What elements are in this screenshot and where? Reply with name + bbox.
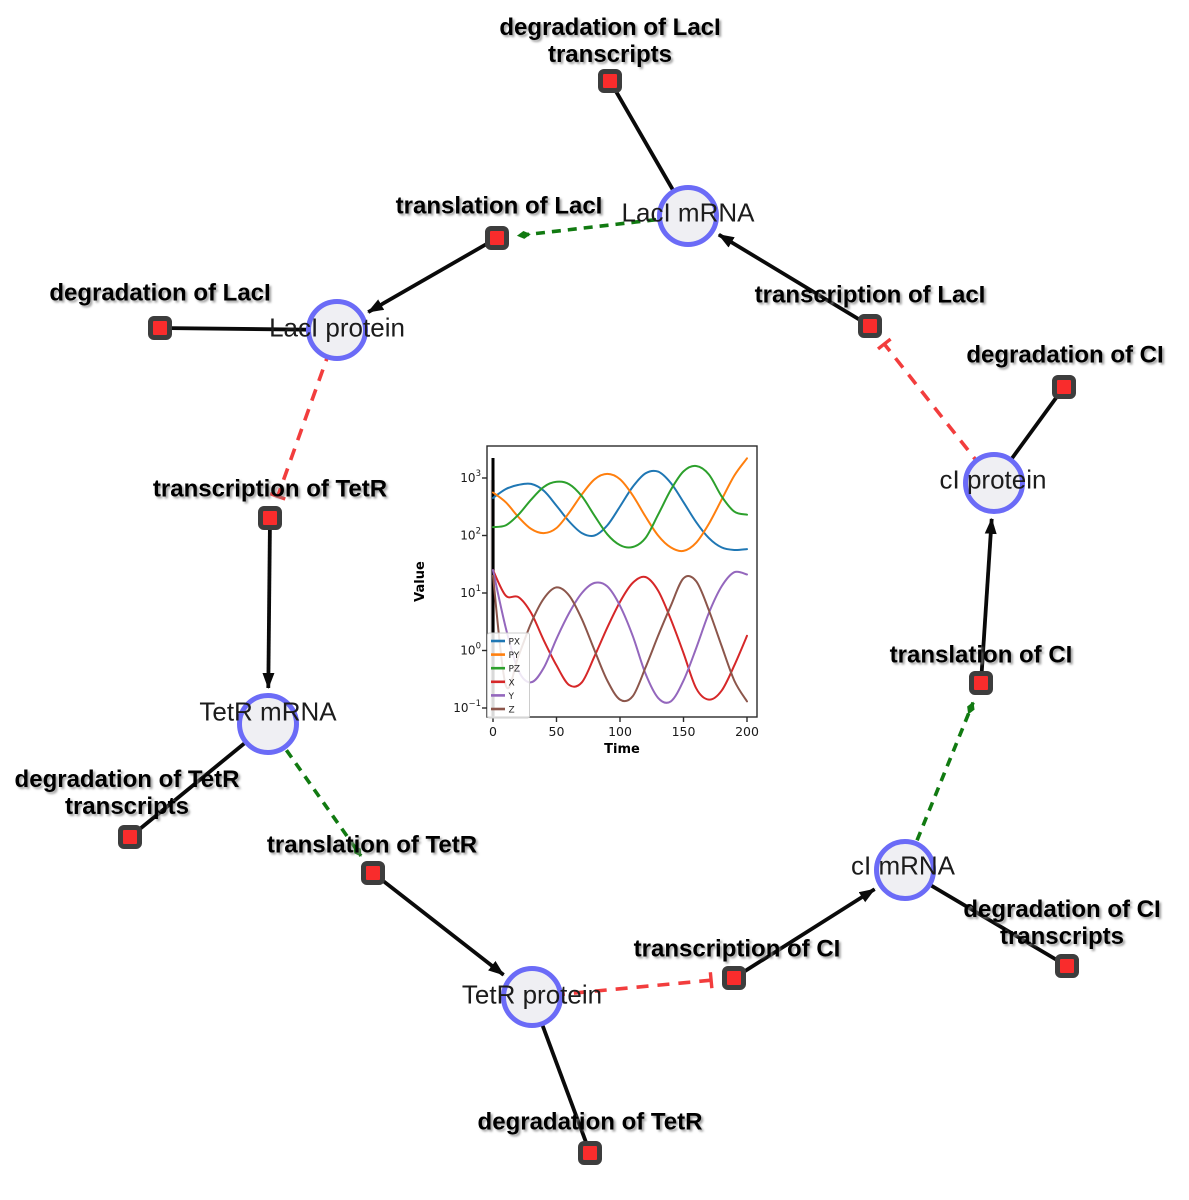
reaction-node-trans_laci[interactable] xyxy=(485,226,509,250)
reaction-node-transcr_ci[interactable] xyxy=(722,966,746,990)
reaction-label-deg_laci: degradation of LacI xyxy=(49,279,271,307)
species-label-laci_mrna: LacI mRNA xyxy=(621,197,755,228)
x-tick-label: 50 xyxy=(549,724,565,739)
reaction-node-transcr_laci[interactable] xyxy=(858,314,882,338)
edge-production-trans_ci-ci_protein xyxy=(979,517,997,684)
chart-legend: PX PY PZ XYZ xyxy=(487,632,530,719)
reaction-label-trans_tetr: translation of TetR xyxy=(266,831,478,859)
y-tick-label: 103 xyxy=(460,469,481,485)
reaction-node-trans_tetr[interactable] xyxy=(361,861,385,885)
series-line-px xyxy=(492,469,748,552)
series-line-z xyxy=(492,574,748,703)
y-tick-label: 100 xyxy=(460,642,481,658)
reaction-label-trans_ci: translation of CI xyxy=(889,641,1073,669)
species-label-laci_protein: LacI protein xyxy=(269,312,405,343)
simulation-plot: 0 50 100 150 200 103 102 101 100 10−1 Time Value PX P… xyxy=(410,430,782,778)
y-tick-label: 101 xyxy=(460,584,481,600)
species-label-tetr_mrna: TetR mRNA xyxy=(199,696,337,727)
series-line-pz xyxy=(492,464,748,549)
legend-label-z: Z xyxy=(509,706,515,716)
species-node-laci_protein[interactable] xyxy=(306,299,368,361)
species-node-tetr_mrna[interactable] xyxy=(237,693,299,755)
series-line-py xyxy=(492,457,748,553)
legend-label-pz: PZ xyxy=(509,665,521,675)
species-label-ci_mrna: cI mRNA xyxy=(851,850,955,881)
edge-modifier-ci_mrna-trans_ci xyxy=(903,701,975,871)
legend-label-x: X xyxy=(509,678,515,688)
species-node-ci_protein[interactable] xyxy=(963,452,1025,514)
reaction-label-transcr_tetr: transcription of TetR xyxy=(152,475,388,503)
x-tick-label: 100 xyxy=(608,724,632,739)
reaction-node-deg_laci_tx[interactable] xyxy=(598,69,622,93)
legend-label-px: PX xyxy=(509,638,521,648)
edge-production-transcr_laci-laci_mrna xyxy=(717,232,871,328)
y-axis-label: Value xyxy=(413,561,428,602)
species-node-tetr_protein[interactable] xyxy=(501,966,563,1028)
reaction-node-deg_tetr_tx[interactable] xyxy=(118,825,142,849)
reaction-label-deg_tetr: degradation of TetR xyxy=(477,1108,703,1136)
reaction-label-trans_laci: translation of LacI xyxy=(395,192,603,220)
legend-label-y: Y xyxy=(508,692,515,702)
edge-production-trans_tetr-tetr_protein xyxy=(371,871,505,977)
edge-production-transcr_tetr-tetr_mrna xyxy=(262,517,275,689)
x-tick-label: 200 xyxy=(735,724,759,739)
edge-modifier-laci_mrna-trans_laci xyxy=(516,214,689,239)
axes-frame xyxy=(486,445,758,718)
x-tick-label: 0 xyxy=(489,724,497,739)
series-line-y xyxy=(492,569,748,704)
species-label-ci_protein: cI protein xyxy=(939,464,1047,495)
reaction-label-deg_laci_tx: degradation of LacI transcripts xyxy=(499,14,721,68)
edge-modifier-tetr_mrna-trans_tetr xyxy=(266,722,363,857)
chart-curves xyxy=(492,457,748,704)
edge-degradation-ci_mrna-deg_ci_tx xyxy=(904,868,1068,968)
simulation-chart-svg: 0 50 100 150 20010310210110010−1TimeValuePXP… xyxy=(413,445,759,757)
y-tick-label: 10−1 xyxy=(453,699,481,715)
y-tick-label: 102 xyxy=(460,527,481,543)
reaction-node-deg_ci_tx[interactable] xyxy=(1055,954,1079,978)
reaction-node-deg_ci[interactable] xyxy=(1052,375,1076,399)
reaction-label-deg_ci: degradation of CI xyxy=(966,341,1164,369)
legend-label-py: PY xyxy=(509,651,520,661)
x-axis-label: Time xyxy=(604,742,640,757)
reaction-label-transcr_ci: transcription of CI xyxy=(633,935,841,963)
series-line-x xyxy=(492,569,748,701)
reaction-node-deg_laci[interactable] xyxy=(148,316,172,340)
reaction-label-transcr_laci: transcription of LacI xyxy=(754,281,986,309)
species-node-laci_mrna[interactable] xyxy=(657,185,719,247)
reaction-label-deg_tetr_tx: degradation of TetR transcripts xyxy=(14,766,240,820)
edge-production-trans_laci-laci_protein xyxy=(367,236,498,314)
edge-production-transcr_ci-ci_mrna xyxy=(732,887,876,980)
species-label-tetr_protein: TetR protein xyxy=(461,979,603,1010)
reaction-node-deg_tetr[interactable] xyxy=(578,1141,602,1165)
species-node-ci_mrna[interactable] xyxy=(874,839,936,901)
reaction-label-deg_ci_tx: degradation of CI transcripts xyxy=(963,896,1161,950)
reaction-node-transcr_tetr[interactable] xyxy=(258,506,282,530)
x-tick-label: 150 xyxy=(672,724,696,739)
reaction-node-trans_ci[interactable] xyxy=(969,671,993,695)
